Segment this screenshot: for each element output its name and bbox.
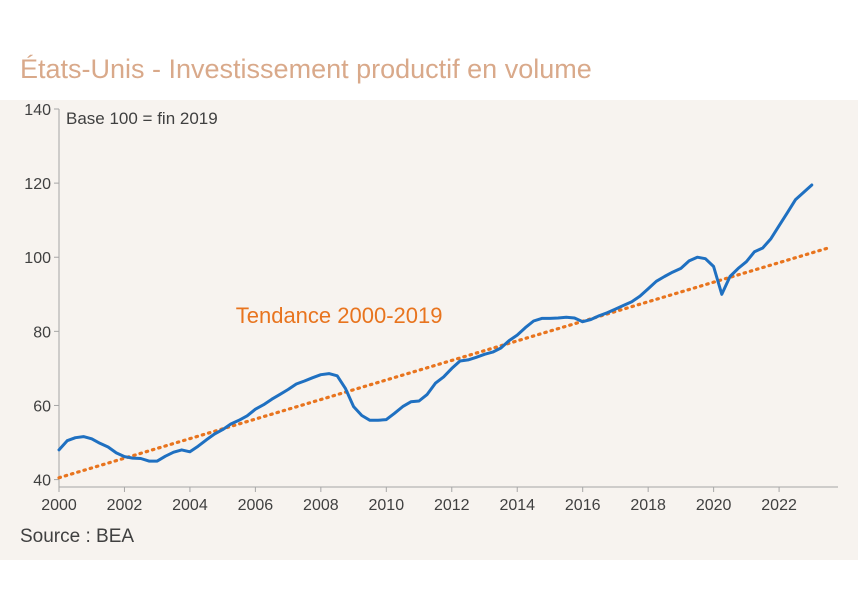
trend-line — [57, 246, 830, 480]
plot-area: 40 60 80 100 120 140 2000 2002 2004 2006 2008 2010… — [0, 100, 858, 560]
x-tick-label: 2008 — [303, 497, 339, 514]
y-tick-label: 100 — [24, 250, 51, 267]
y-tick-label: 80 — [33, 324, 51, 341]
investment-series-line — [57, 183, 814, 463]
x-tick-label: 2018 — [630, 497, 666, 514]
x-tick-label: 2004 — [172, 497, 208, 514]
x-tick-label: 2012 — [434, 497, 470, 514]
source-label: Source : BEA — [20, 526, 135, 547]
x-tick-label: 2014 — [499, 497, 535, 514]
y-tick-label: 60 — [33, 398, 51, 415]
line-chart: 40 60 80 100 120 140 2000 2002 2004 2006 2008 2010… — [24, 102, 838, 514]
x-tick-label: 2006 — [238, 497, 274, 514]
x-tick-label: 2020 — [696, 497, 732, 514]
chart-title: États-Unis - Investissement productif en… — [20, 54, 592, 84]
x-tick-label: 2016 — [565, 497, 601, 514]
y-tick-label: 140 — [24, 102, 51, 119]
base-note: Base 100 = fin 2019 — [66, 109, 218, 128]
y-tick-label: 120 — [24, 176, 51, 193]
trend-annotation: Tendance 2000-2019 — [236, 303, 443, 328]
x-tick-label: 2000 — [41, 497, 77, 514]
y-tick-label: 40 — [33, 473, 51, 490]
x-tick-label: 2002 — [107, 497, 143, 514]
x-tick-label: 2022 — [761, 497, 797, 514]
x-tick-label: 2010 — [369, 497, 405, 514]
